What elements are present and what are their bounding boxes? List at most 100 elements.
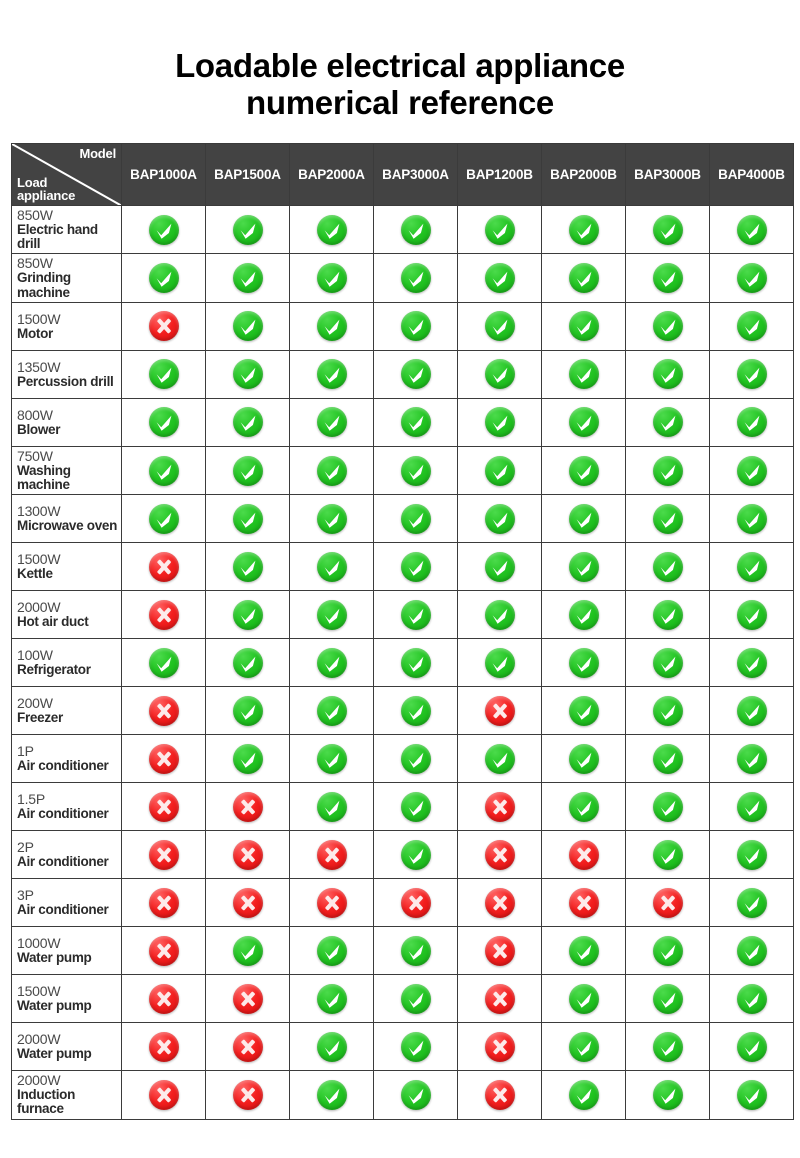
check-circle-icon [232, 647, 263, 678]
cross-circle-icon [232, 1079, 263, 1110]
matrix-cell-bap2000a [289, 734, 374, 784]
row-header-appliance: 3P Air conditioner [11, 878, 122, 928]
check-circle-icon [736, 599, 767, 630]
check-circle-icon [652, 455, 683, 486]
check-circle-icon [400, 695, 431, 726]
check-circle-icon [400, 311, 431, 342]
corner-label-load-line-1: Load [17, 174, 48, 190]
cross-circle-icon [484, 1031, 515, 1062]
corner-header-cell: Model Load appliance [11, 143, 122, 206]
check-circle-icon [400, 455, 431, 486]
row-appliance-name: Induction furnace [17, 1087, 76, 1117]
matrix-cell-bap1200b [457, 878, 542, 928]
check-circle-icon [736, 791, 767, 822]
check-circle-icon [316, 407, 347, 438]
matrix-cell-bap3000b [625, 830, 710, 880]
cross-circle-icon [148, 1079, 179, 1110]
check-circle-icon [736, 647, 767, 678]
row-appliance-name: Air conditioner [17, 758, 109, 774]
matrix-cell-bap3000a [373, 542, 458, 592]
check-circle-icon [316, 935, 347, 966]
matrix-cell-bap3000b [625, 494, 710, 544]
row-power-rating: 1350W [17, 358, 61, 375]
check-circle-icon [232, 599, 263, 630]
matrix-cell-bap3000a [373, 878, 458, 928]
matrix-cell-bap3000a [373, 1022, 458, 1072]
table-row: 100W Refrigerator [11, 638, 794, 688]
matrix-cell-bap4000b [709, 878, 794, 928]
check-circle-icon [652, 599, 683, 630]
table-row: 200W Freezer [11, 686, 794, 736]
matrix-cell-bap1200b [457, 445, 542, 496]
matrix-cell-bap4000b [709, 638, 794, 688]
row-power-rating: 1000W [17, 935, 61, 952]
check-circle-icon [652, 359, 683, 390]
matrix-cell-bap4000b [709, 301, 794, 351]
cross-circle-icon [232, 887, 263, 918]
check-circle-icon [736, 311, 767, 342]
cross-circle-icon [484, 887, 515, 918]
matrix-cell-bap1000a [121, 974, 206, 1024]
row-appliance-name: Percussion drill [17, 373, 114, 389]
check-circle-icon [484, 214, 515, 245]
matrix-cell-bap2000a [289, 638, 374, 688]
matrix-cell-bap4000b [709, 590, 794, 640]
matrix-cell-bap2000a [289, 445, 374, 496]
matrix-cell-bap1500a [205, 397, 290, 447]
matrix-cell-bap1000a [121, 542, 206, 592]
cross-circle-icon [652, 887, 683, 918]
matrix-cell-bap2000a [289, 782, 374, 832]
matrix-cell-bap4000b [709, 253, 794, 303]
matrix-cell-bap2000a [289, 349, 374, 399]
matrix-cell-bap3000a [373, 686, 458, 736]
matrix-cell-bap2000b [541, 830, 626, 880]
table-row: 800W Blower [11, 397, 794, 447]
row-header-appliance: 1500W Water pump [11, 974, 122, 1024]
cross-circle-icon [484, 839, 515, 870]
check-circle-icon [484, 743, 515, 774]
matrix-cell-bap3000b [625, 782, 710, 832]
cross-circle-icon [148, 791, 179, 822]
check-circle-icon [232, 407, 263, 438]
check-circle-icon [736, 695, 767, 726]
check-circle-icon [484, 359, 515, 390]
check-circle-icon [400, 359, 431, 390]
matrix-cell-bap1200b [457, 349, 542, 399]
check-circle-icon [400, 551, 431, 582]
check-circle-icon [568, 935, 599, 966]
table-row: 1500W Motor [11, 301, 794, 351]
table-row: 2000W Water pump [11, 1022, 794, 1072]
compatibility-table-container: Model Load appliance BAP1000A BAP1500A BAP… [11, 143, 794, 1120]
matrix-cell-bap3000a [373, 782, 458, 832]
row-header-appliance: 200W Freezer [11, 686, 122, 736]
check-circle-icon [736, 407, 767, 438]
matrix-cell-bap2000b [541, 590, 626, 640]
matrix-cell-bap2000b [541, 542, 626, 592]
check-circle-icon [484, 551, 515, 582]
table-row: 1.5P Air conditioner [11, 782, 794, 832]
row-power-rating: 1500W [17, 551, 61, 568]
matrix-cell-bap4000b [709, 974, 794, 1024]
check-circle-icon [316, 359, 347, 390]
check-circle-icon [484, 311, 515, 342]
table-row: 850W Grinding machine [11, 253, 794, 303]
corner-label-load-appliance: Load appliance [17, 176, 75, 203]
check-circle-icon [400, 1079, 431, 1110]
page-title: Loadable electrical appliance numerical … [0, 0, 800, 122]
matrix-cell-bap3000b [625, 349, 710, 399]
check-circle-icon [316, 455, 347, 486]
matrix-cell-bap2000b [541, 204, 626, 255]
matrix-cell-bap1500a [205, 590, 290, 640]
check-circle-icon [232, 214, 263, 245]
matrix-cell-bap1500a [205, 349, 290, 399]
matrix-cell-bap1500a [205, 974, 290, 1024]
check-circle-icon [652, 791, 683, 822]
matrix-cell-bap2000b [541, 494, 626, 544]
matrix-cell-bap1500a [205, 445, 290, 496]
check-circle-icon [484, 407, 515, 438]
matrix-cell-bap1000a [121, 830, 206, 880]
cross-circle-icon [232, 791, 263, 822]
column-header-bap1500a: BAP1500A [205, 143, 290, 206]
cross-circle-icon [568, 839, 599, 870]
row-appliance-name: Microwave oven [17, 518, 118, 534]
